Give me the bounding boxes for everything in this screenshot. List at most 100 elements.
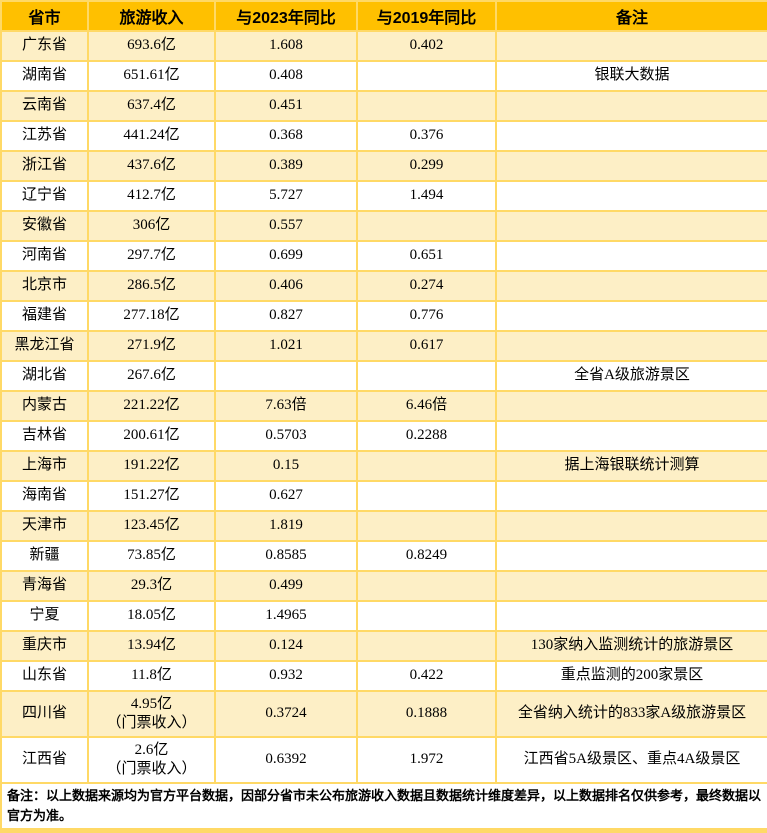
cell-revenue: 271.9亿 [87,330,216,362]
column-header-vs2019: 与2019年同比 [356,0,497,32]
column-header-note: 备注 [495,0,767,32]
table-row: 河南省 297.7亿 0.699 0.651 [0,240,767,272]
cell-revenue: 693.6亿 [87,30,216,62]
table-row: 吉林省 200.61亿 0.5703 0.2288 [0,420,767,452]
cell-province: 新疆 [0,540,89,572]
revenue-amount: 2.6亿 [134,742,169,759]
revenue-sub-label: （门票收入） [106,715,197,731]
cell-note [495,600,767,632]
cell-note: 全省纳入统计的833家A级旅游景区 [495,690,767,738]
cell-vs2023: 7.63倍 [214,390,358,422]
cell-note: 银联大数据 [495,60,767,92]
cell-vs2023: 1.021 [214,330,358,362]
cell-vs2019 [356,60,497,92]
cell-revenue: 306亿 [87,210,216,242]
cell-revenue: 29.3亿 [87,570,216,602]
cell-note [495,210,767,242]
table-row: 内蒙古 221.22亿 7.63倍 6.46倍 [0,390,767,422]
cell-province: 江西省 [0,736,89,784]
cell-province: 福建省 [0,300,89,332]
table-row: 北京市 286.5亿 0.406 0.274 [0,270,767,302]
cell-vs2023: 0.8585 [214,540,358,572]
cell-vs2019 [356,630,497,662]
cell-note [495,390,767,422]
column-header-revenue: 旅游收入 [87,0,216,32]
cell-province: 宁夏 [0,600,89,632]
cell-vs2023: 1.608 [214,30,358,62]
cell-vs2019: 0.651 [356,240,497,272]
cell-vs2019: 1.494 [356,180,497,212]
table-row: 辽宁省 412.7亿 5.727 1.494 [0,180,767,212]
table-row: 江西省 2.6亿 （门票收入） 0.6392 1.972 江西省5A级景区、重点4A级景区 [0,736,767,784]
cell-note: 据上海银联统计测算 [495,450,767,482]
cell-province: 湖南省 [0,60,89,92]
cell-province: 辽宁省 [0,180,89,212]
table-row: 山东省 11.8亿 0.932 0.422 重点监测的200家景区 [0,660,767,692]
cell-vs2023: 0.15 [214,450,358,482]
cell-note [495,330,767,362]
cell-revenue: 2.6亿 （门票收入） [87,736,216,784]
cell-vs2023: 0.932 [214,660,358,692]
cell-note [495,240,767,272]
cell-vs2023: 0.124 [214,630,358,662]
cell-revenue: 151.27亿 [87,480,216,512]
cell-revenue: 267.6亿 [87,360,216,392]
table-row: 重庆市 13.94亿 0.124 130家纳入监测统计的旅游景区 [0,630,767,662]
table-row: 黑龙江省 271.9亿 1.021 0.617 [0,330,767,362]
cell-vs2019: 0.776 [356,300,497,332]
cell-revenue: 297.7亿 [87,240,216,272]
cell-province: 四川省 [0,690,89,738]
cell-province: 海南省 [0,480,89,512]
cell-vs2023: 0.3724 [214,690,358,738]
cell-vs2023: 1.819 [214,510,358,542]
cell-vs2019: 1.972 [356,736,497,784]
cell-province: 江苏省 [0,120,89,152]
table-body: 广东省 693.6亿 1.608 0.402 湖南省 651.61亿 0.408 银联大数据云… [0,30,767,784]
cell-revenue: 221.22亿 [87,390,216,422]
cell-revenue: 441.24亿 [87,120,216,152]
cell-note [495,30,767,62]
table-row: 浙江省 437.6亿 0.389 0.299 [0,150,767,182]
cell-vs2019 [356,450,497,482]
table-row: 青海省 29.3亿 0.499 [0,570,767,602]
revenue-sub-label: （门票收入） [106,761,197,777]
cell-note [495,300,767,332]
table-row: 广东省 693.6亿 1.608 0.402 [0,30,767,62]
cell-note [495,270,767,302]
cell-province: 湖北省 [0,360,89,392]
cell-vs2019: 0.274 [356,270,497,302]
footer-row: 备注：以上数据来源均为官方平台数据，因部分省市未公布旅游收入数据且数据统计维度差… [0,782,767,832]
cell-province: 山东省 [0,660,89,692]
cell-vs2023: 0.557 [214,210,358,242]
cell-vs2019 [356,360,497,392]
cell-note [495,480,767,512]
cell-vs2023: 0.406 [214,270,358,302]
cell-vs2019: 0.1888 [356,690,497,738]
header-row: 省市 旅游收入 与2023年同比 与2019年同比 备注 [0,0,767,32]
cell-revenue: 13.94亿 [87,630,216,662]
cell-note [495,150,767,182]
cell-vs2019: 0.2288 [356,420,497,452]
cell-vs2023: 0.827 [214,300,358,332]
cell-note: 全省A级旅游景区 [495,360,767,392]
cell-revenue: 637.4亿 [87,90,216,122]
cell-vs2023: 0.499 [214,570,358,602]
column-header-vs2023: 与2023年同比 [214,0,358,32]
cell-province: 吉林省 [0,420,89,452]
cell-vs2019: 0.402 [356,30,497,62]
cell-province: 安徽省 [0,210,89,242]
revenue-amount: 4.95亿 [130,696,173,713]
cell-vs2023: 0.699 [214,240,358,272]
cell-province: 天津市 [0,510,89,542]
cell-vs2019: 0.422 [356,660,497,692]
cell-province: 黑龙江省 [0,330,89,362]
cell-vs2023: 1.4965 [214,600,358,632]
cell-vs2019 [356,480,497,512]
cell-province: 重庆市 [0,630,89,662]
cell-revenue: 651.61亿 [87,60,216,92]
cell-revenue: 437.6亿 [87,150,216,182]
footer-note: 备注：以上数据来源均为官方平台数据，因部分省市未公布旅游收入数据且数据统计维度差… [0,782,767,832]
cell-vs2023: 0.368 [214,120,358,152]
cell-note [495,570,767,602]
